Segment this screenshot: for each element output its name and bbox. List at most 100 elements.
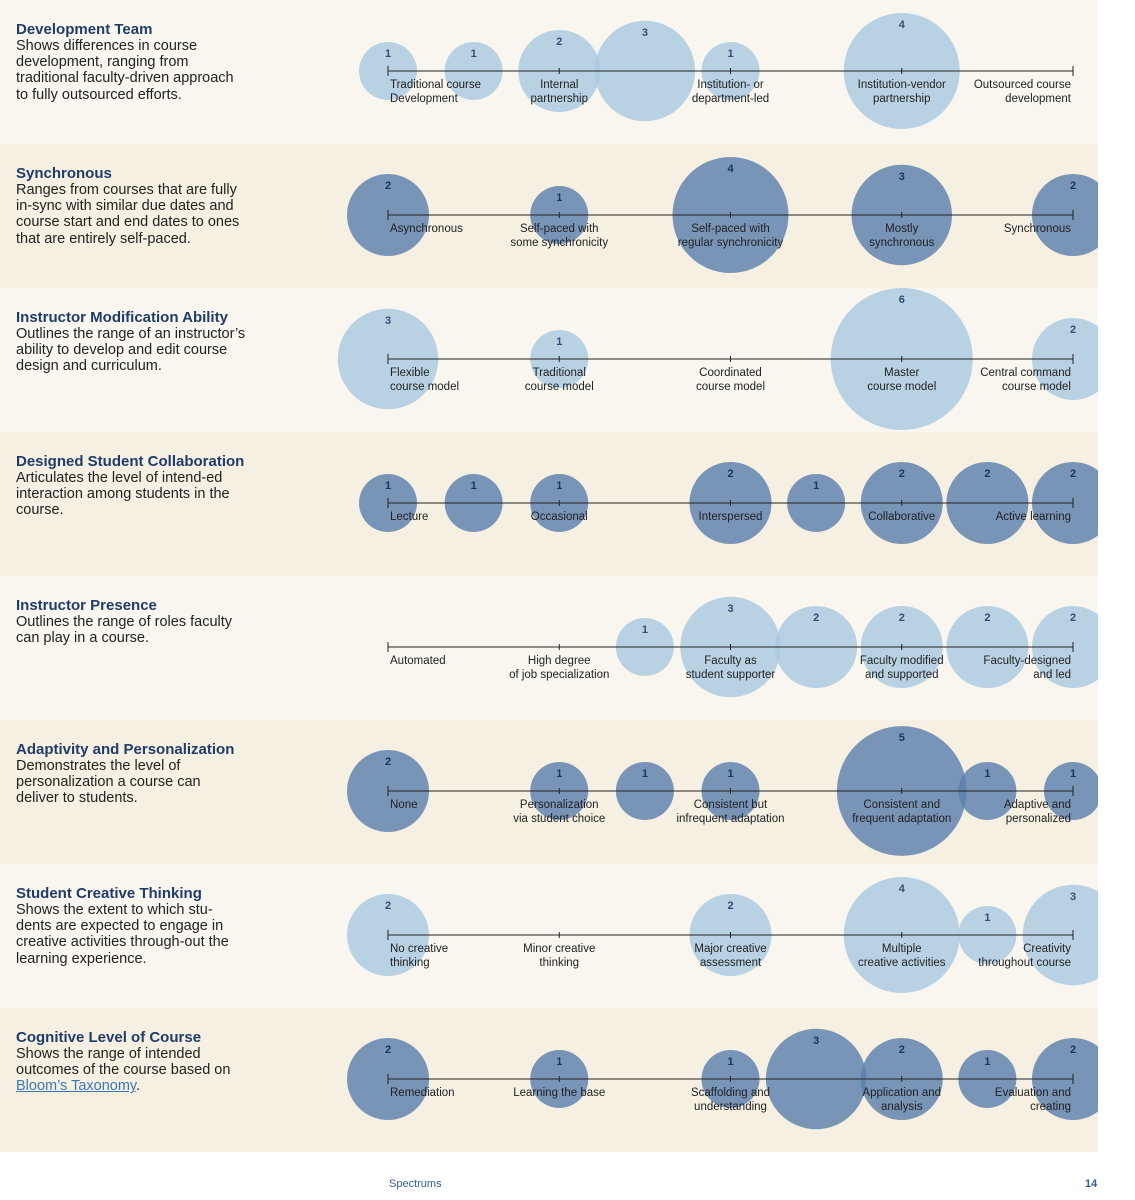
row-text: Development Team Shows differences in cou…: [16, 22, 246, 103]
bubble-count-label: 2: [385, 900, 391, 912]
bubble-count-label: 1: [385, 48, 391, 60]
spectrum-chart: 1 3 2 2 2 2 Automated High degree of job special…: [387, 596, 1098, 698]
bubble-count-label: 1: [1070, 768, 1076, 780]
tick-label: some synchronicity: [510, 237, 608, 249]
tick-label: partnership: [530, 93, 588, 105]
bubble-count-label: 2: [1070, 612, 1076, 624]
spectrum-chart: 2 1 4 3 2 Asynchronous Self-paced with some syn…: [346, 157, 1098, 273]
tick-label: department-led: [692, 93, 769, 105]
tick-label: Occasional: [531, 511, 588, 523]
row-description: Shows differences in course development,…: [16, 38, 234, 103]
bubble-count-label: 4: [899, 19, 906, 31]
spectrum-row: Designed Student Collaboration Articulate…: [0, 432, 1098, 576]
bubble-count-label: 4: [899, 883, 906, 895]
tick-label: partnership: [873, 93, 931, 105]
bubble-count-label: 1: [385, 480, 391, 492]
tick-label: Evaluation and: [995, 1087, 1071, 1099]
row-title: Synchronous: [16, 165, 112, 182]
spectrum-chart: 2 2 4 1 3 No creative thinking Minor creative th…: [346, 877, 1098, 993]
bubble-count-label: 2: [385, 180, 391, 192]
tick-label: course model: [1002, 381, 1071, 393]
bubble-count-label: 1: [556, 480, 562, 492]
spectrum-chart: 1 1 2 3 1 4 Traditional course Development Inter…: [359, 13, 1074, 129]
tick-label: development: [1005, 93, 1072, 105]
bubble-count-label: 2: [385, 756, 391, 768]
bubble-count-label: 3: [385, 315, 391, 327]
tick-label: student supporter: [686, 669, 776, 681]
row-title: Development Team: [16, 21, 153, 38]
spectrum-row: Synchronous Ranges from courses that are …: [0, 144, 1098, 288]
description-prefix: Shows the range of intended outcomes of …: [16, 1046, 231, 1079]
tick-label: Creativity: [1023, 943, 1071, 955]
row-title: Adaptivity and Personalization: [16, 741, 235, 758]
bubble-count-label: 3: [899, 171, 905, 183]
row-title: Instructor Presence: [16, 597, 157, 614]
tick-label: Active learning: [996, 511, 1071, 523]
spectrum-chart: 1 1 1 2 1 2 2 2 Lecture Occasional Interspersed Col…: [359, 461, 1098, 545]
tick-label: regular synchronicity: [678, 237, 784, 249]
tick-label: Multiple: [882, 943, 922, 955]
tick-label: Faculty as: [704, 655, 757, 667]
spectrum-row: Adaptivity and Personalization Demonstrat…: [0, 720, 1098, 864]
tick-label: Traditional: [533, 367, 586, 379]
tick-label: Automated: [390, 655, 446, 667]
row-title: Designed Student Collaboration: [16, 453, 245, 470]
bubble-count-label: 1: [642, 624, 648, 636]
description-suffix: .: [136, 1078, 141, 1095]
tick-label: Major creative: [694, 943, 766, 955]
row-title: Instructor Modification Ability: [16, 309, 228, 326]
bubble-count-label: 1: [556, 336, 562, 348]
tick-label: Outsourced course: [974, 79, 1071, 91]
tick-label: throughout course: [978, 957, 1071, 969]
bubble-count-label: 2: [899, 1044, 905, 1056]
bubble-count-label: 2: [385, 1044, 391, 1056]
tick-label: Internal: [540, 79, 578, 91]
tick-label: Minor creative: [523, 943, 595, 955]
bubble-count-label: 2: [813, 612, 819, 624]
tick-label: course model: [867, 381, 936, 393]
row-text: Cognitive Level of Course Shows the range…: [16, 1030, 246, 1095]
bubble-count-label: 2: [727, 468, 733, 480]
footer-page-number: 14: [1085, 1178, 1098, 1190]
row-title: Cognitive Level of Course: [16, 1029, 202, 1046]
tick-label: Development: [390, 93, 459, 105]
tick-label: course model: [696, 381, 765, 393]
tick-label: Adaptive and: [1004, 799, 1071, 811]
bubble-count-label: 2: [1070, 324, 1076, 336]
bubble-count-label: 5: [899, 732, 905, 744]
tick-label: synchronous: [869, 237, 934, 249]
tick-label: Faculty-designed: [983, 655, 1071, 667]
bubble-count-label: 4: [727, 163, 734, 175]
bubble-count-label: 2: [727, 900, 733, 912]
bubble-count-label: 1: [727, 48, 733, 60]
bubble-count-label: 3: [813, 1035, 819, 1047]
tick-label: analysis: [881, 1101, 923, 1113]
bubble-count-label: 1: [556, 192, 562, 204]
row-description: Articulates the level of intend-ed inter…: [16, 470, 230, 519]
spectrum-row: Cognitive Level of Course Shows the range…: [0, 1008, 1098, 1152]
tick-label: Mostly: [885, 223, 918, 235]
blooms-taxonomy-link[interactable]: Bloom’s Taxonomy: [16, 1078, 137, 1095]
tick-label: Application and: [862, 1087, 941, 1099]
bubble-count-label: 1: [556, 768, 562, 780]
spectrum-chart: 3 1 6 2 Flexible course model Traditional cours…: [337, 288, 1098, 431]
bubble-count-label: 1: [471, 480, 477, 492]
spectrum-row: Instructor Presence Outlines the range of…: [0, 576, 1098, 720]
bubble-count-label: 2: [899, 468, 905, 480]
tick-label: Flexible: [390, 367, 430, 379]
spectrum-row: Student Creative Thinking Shows the exten…: [0, 864, 1098, 1008]
tick-label: Master: [884, 367, 919, 379]
tick-label: No creative: [390, 943, 448, 955]
row-description: Demonstrates the level of personalizatio…: [16, 758, 201, 807]
footer-section-label: Spectrums: [389, 1178, 442, 1190]
row-description: Shows the range of intended outcomes of …: [16, 1046, 246, 1095]
row-text: Student Creative Thinking Shows the exten…: [16, 886, 246, 967]
row-title: Student Creative Thinking: [16, 885, 202, 902]
tick-label: Scaffolding and: [691, 1087, 770, 1099]
tick-label: via student choice: [513, 813, 605, 825]
bubble-count-label: 2: [1070, 1044, 1076, 1056]
bubble-count-label: 1: [642, 768, 648, 780]
tick-label: Faculty modified: [860, 655, 944, 667]
tick-label: course model: [390, 381, 459, 393]
tick-label: creating: [1030, 1101, 1071, 1113]
